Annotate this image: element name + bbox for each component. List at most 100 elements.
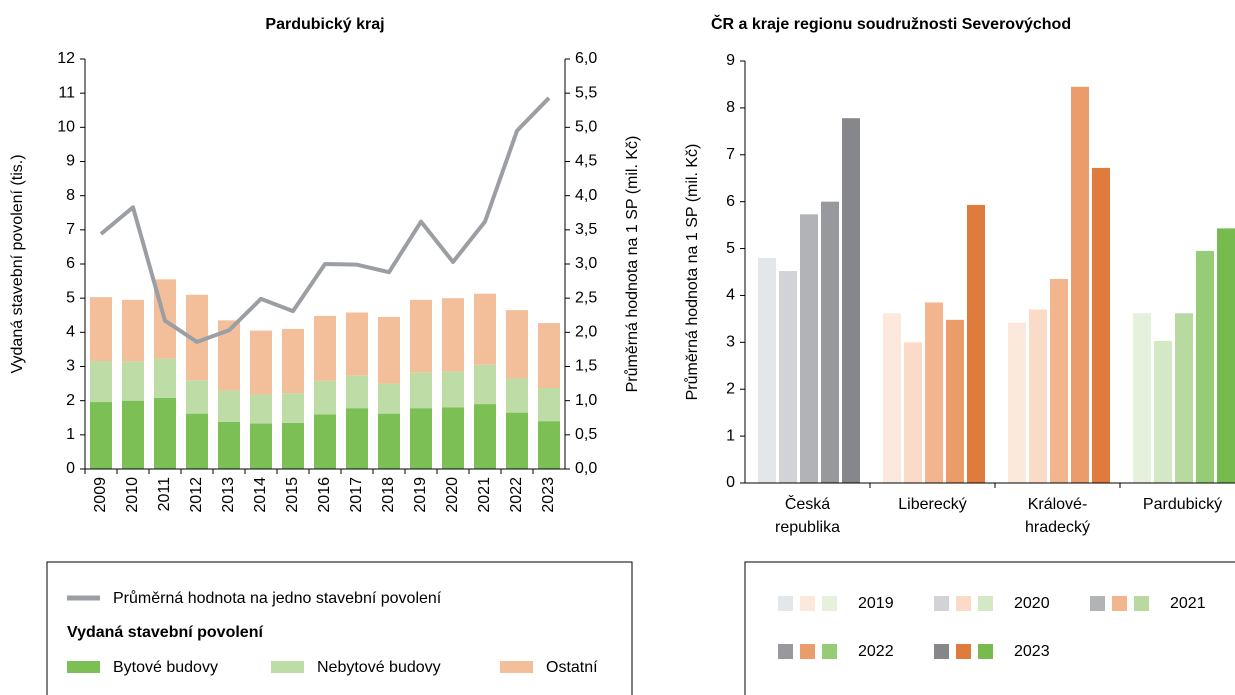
bar-segment <box>346 312 368 376</box>
bar <box>1092 167 1110 483</box>
legend-swatch <box>978 596 993 611</box>
x-tick-label: 2009 <box>92 477 109 513</box>
legend-swatch <box>271 661 304 673</box>
bar <box>946 319 964 483</box>
x-tick-label: 2010 <box>124 477 141 513</box>
x-tick-label: 2022 <box>508 477 525 513</box>
bar-segment <box>154 358 176 398</box>
bar-segment <box>314 380 336 415</box>
legend-swatch <box>956 596 971 611</box>
legend-swatch <box>67 661 100 673</box>
legend-swatch <box>1134 596 1149 611</box>
bar <box>1217 228 1235 483</box>
bar-segment <box>90 361 112 403</box>
y2-tick-label: 4,0 <box>575 187 597 204</box>
x-tick-label: 2018 <box>380 477 397 513</box>
chart-title: Pardubický kraj <box>265 16 384 33</box>
y2-axis-label: Průměrná hodnota na 1 SP (mil. Kč) <box>623 136 641 393</box>
bar <box>1196 250 1214 483</box>
bar <box>821 201 839 483</box>
legend-swatch <box>934 596 949 611</box>
bar <box>1071 86 1089 484</box>
x-tick-label: 2012 <box>188 477 205 513</box>
bar-segment <box>378 383 400 414</box>
y-axis-label: Průměrná hodnota na 1 SP (mil. Kč) <box>683 144 701 401</box>
y-tick-label: 4 <box>66 324 75 341</box>
y-tick-label: 11 <box>58 84 75 101</box>
legend-swatch <box>822 596 837 611</box>
legend-label: Ostatní <box>546 659 598 676</box>
bar-segment <box>378 413 400 469</box>
y-tick-label: 2 <box>66 392 75 409</box>
bar-segment <box>282 393 304 423</box>
y-tick-label: 0 <box>66 460 75 477</box>
bar <box>758 257 776 483</box>
legend-label: 2019 <box>858 595 894 612</box>
y2-tick-label: 3,0 <box>575 255 597 272</box>
bar-segment <box>314 315 336 381</box>
bar-segment <box>122 361 144 401</box>
x-tick-label: Česká republika <box>775 494 840 536</box>
y-tick-label: 3 <box>726 334 735 351</box>
bar-segment <box>410 372 432 409</box>
y-tick-label: 7 <box>66 221 75 238</box>
y2-tick-label: 1,0 <box>575 392 597 409</box>
y-tick-label: 1 <box>66 426 75 443</box>
x-tick-label: 2017 <box>348 477 365 513</box>
bar-segment <box>506 378 528 413</box>
y-tick-label: 9 <box>726 52 735 69</box>
y2-tick-label: 3,5 <box>575 221 597 238</box>
y-tick-label: 0 <box>726 474 735 491</box>
bar-segment <box>474 364 496 405</box>
x-tick-label: 2021 <box>476 477 493 513</box>
legend-swatch <box>934 644 949 659</box>
legend-swatch <box>1112 596 1127 611</box>
bar-segment <box>538 421 560 469</box>
x-tick-label: 2015 <box>284 477 301 513</box>
y2-tick-label: 1,5 <box>575 358 597 375</box>
y2-tick-label: 5,0 <box>575 119 597 136</box>
bar <box>1008 322 1026 483</box>
y-tick-label: 6 <box>66 255 75 272</box>
bar <box>1050 279 1068 483</box>
bar-segment <box>346 408 368 469</box>
legend-label: Nebytové budovy <box>317 659 441 676</box>
x-tick-label: 2014 <box>252 477 269 513</box>
x-tick-label: Liberecký <box>898 496 966 513</box>
bar-segment <box>506 310 528 379</box>
bar-segment <box>538 323 560 389</box>
bar <box>800 214 818 483</box>
bar-segment <box>442 298 464 372</box>
bar <box>925 302 943 483</box>
legend-swatch <box>800 644 815 659</box>
bar <box>1133 313 1151 483</box>
legend-label: 2023 <box>1014 643 1050 660</box>
x-tick-label: Králové-hradecký <box>1025 496 1090 536</box>
y-tick-label: 6 <box>726 193 735 210</box>
y2-tick-label: 5,5 <box>575 84 597 101</box>
legend-swatch <box>822 644 837 659</box>
bar-segment <box>122 400 144 469</box>
y-tick-label: 8 <box>726 99 735 116</box>
legend-label: Průměrná hodnota na jedno stavební povol… <box>113 589 442 607</box>
legend-label: Bytové budovy <box>113 659 218 676</box>
legend-swatch <box>956 644 971 659</box>
legend-swatch <box>800 596 815 611</box>
bar-segment <box>282 328 304 394</box>
legend-box <box>744 561 1235 695</box>
line-series <box>99 96 551 344</box>
bar-segment <box>218 421 240 469</box>
y-tick-label: 3 <box>66 358 75 375</box>
bar-segment <box>442 407 464 469</box>
y-tick-label: 7 <box>726 146 735 163</box>
x-tick-label: Pardubický <box>1143 496 1222 513</box>
bar-segment <box>122 299 144 362</box>
y2-tick-label: 6,0 <box>575 50 597 67</box>
bar-segment <box>474 293 496 365</box>
bar <box>779 271 797 483</box>
bar-segment <box>186 294 208 381</box>
x-tick-label: 2019 <box>412 477 429 513</box>
bar <box>904 342 922 483</box>
y-tick-label: 10 <box>57 119 75 136</box>
x-tick-label: 2023 <box>540 477 557 513</box>
